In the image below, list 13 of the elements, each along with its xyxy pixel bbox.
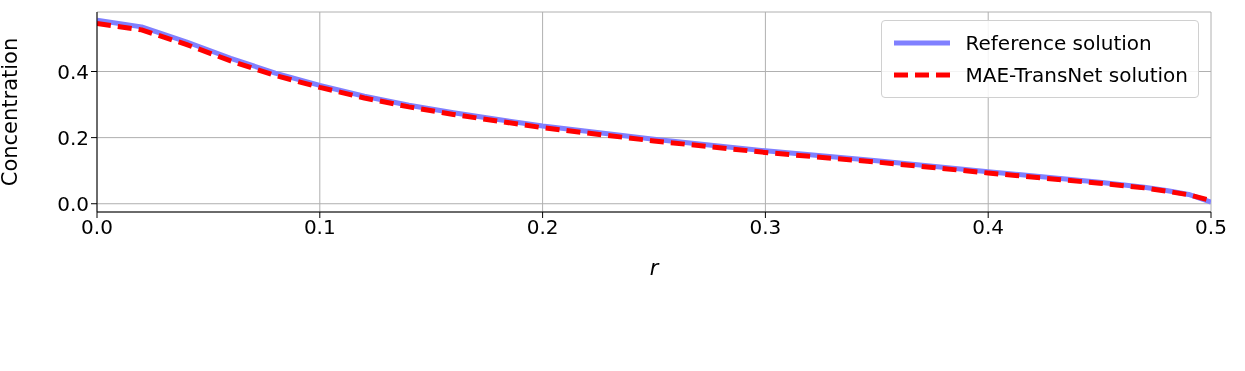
y-tick-label: 0.0 xyxy=(57,191,89,216)
x-tick-label: 0.2 xyxy=(526,215,559,240)
y-axis-title: Concentration xyxy=(0,37,23,187)
legend-label: MAE-TransNet solution xyxy=(965,63,1188,87)
x-tick-label: 0.0 xyxy=(81,215,113,240)
x-tick-label: 0.5 xyxy=(1195,215,1227,240)
y-tick-label: 0.4 xyxy=(57,59,89,84)
y-tick-label: 0.2 xyxy=(57,125,89,150)
x-axis-title: r xyxy=(649,256,660,280)
x-tick-label: 0.4 xyxy=(972,215,1005,240)
x-tick-label: 0.1 xyxy=(303,215,336,240)
x-tick-label: 0.3 xyxy=(749,215,782,240)
legend-label: Reference solution xyxy=(965,31,1152,55)
